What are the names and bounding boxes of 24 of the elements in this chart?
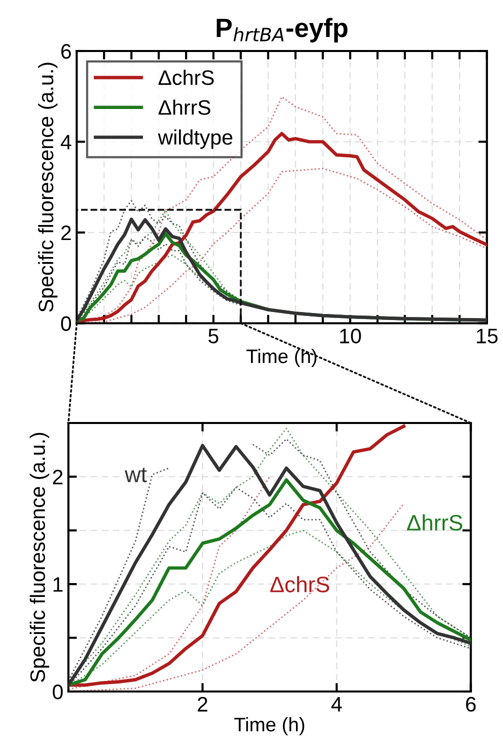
x-tick-label: 10: [340, 328, 361, 344]
series-label: ΔchrS: [270, 576, 330, 592]
y-axis-title: Specific fluorescence (a.u.): [38, 62, 58, 312]
y-axis-title: Specific fluorescence (a.u.): [30, 432, 50, 682]
x-tick-label: 2: [198, 696, 208, 712]
y-tick-label: 2: [53, 470, 62, 484]
y-tick-label: 2: [61, 226, 71, 240]
series-label: wt: [124, 468, 147, 482]
y-tick-label: 6: [61, 44, 71, 59]
y-tick-label: 1: [54, 577, 63, 592]
x-tick-label: 6: [466, 696, 476, 712]
legend-label: wildtype: [158, 129, 232, 149]
y-tick-label: 0: [61, 316, 72, 332]
legend-label: ΔchrS: [158, 70, 214, 86]
x-tick-label: 4: [331, 697, 342, 712]
chart-title: P$_{hrtBA}$-eyfp: [216, 18, 348, 42]
x-tick-label: 5: [208, 328, 218, 344]
y-tick-label: 0: [52, 684, 63, 700]
x-axis-title: Time (h): [246, 348, 316, 368]
y-tick-label: 4: [60, 134, 72, 150]
legend-label: ΔhrrS: [158, 100, 210, 115]
x-axis-title: Time (h): [234, 717, 304, 736]
text: ΔhrrS: [407, 514, 462, 531]
x-tick-label: 15: [476, 328, 498, 344]
